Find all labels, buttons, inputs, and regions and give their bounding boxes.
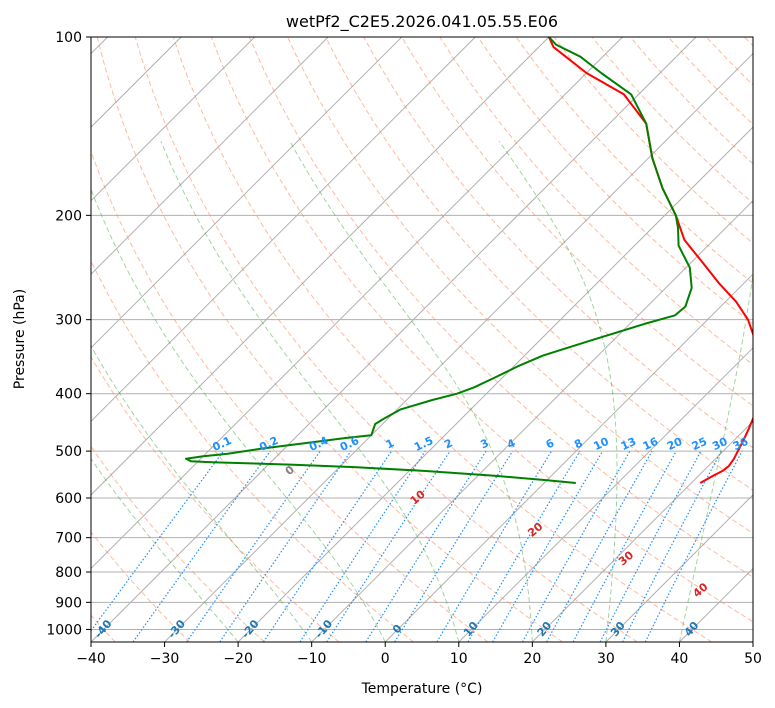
mixing-ratio-line <box>622 450 722 642</box>
temperature-profile-line <box>547 37 753 484</box>
y-tick-label: 700 <box>55 531 82 547</box>
dry-adiabat <box>91 150 489 642</box>
dry-adiabat <box>325 37 753 491</box>
isotherm-line <box>384 273 753 642</box>
x-tick-label: 40 <box>671 651 689 667</box>
dry-adiabat <box>96 37 563 642</box>
chart-title: wetPf2_C2E5.2026.041.05.55.E06 <box>286 12 558 32</box>
mixing-ratio-line <box>132 450 271 642</box>
mixing-ratio-label: 36 <box>731 435 751 453</box>
isotherm-line <box>91 37 623 570</box>
y-tick-label: 600 <box>55 491 82 507</box>
mixing-ratio-label: 30 <box>710 435 730 453</box>
mixing-ratio-line <box>644 450 743 642</box>
mixing-ratio-label: 16 <box>641 435 661 453</box>
x-tick-label: 0 <box>381 651 390 667</box>
mixing-ratio-label: 10 <box>592 435 612 453</box>
isobar-lines <box>91 37 753 630</box>
y-axis-ticks: 100 200 300 400 500 600 700 800 900 1000 <box>46 30 91 638</box>
isotherm-line <box>91 37 697 642</box>
mixing-ratio-label: 13 <box>619 435 638 453</box>
mixing-ratio-line <box>599 450 702 642</box>
y-axis-label: Pressure (hPa) <box>12 289 28 389</box>
y-tick-label: 900 <box>55 595 82 611</box>
mixing-ratio-line <box>572 450 677 642</box>
mixing-ratio-lines <box>91 450 743 642</box>
x-axis-label: Temperature (°C) <box>361 681 483 697</box>
x-tick-label: −30 <box>150 651 180 667</box>
isotherm-lines <box>91 37 753 642</box>
dry-adiabat <box>210 37 753 623</box>
dewpoint-profile-line <box>185 37 693 484</box>
mixing-ratio-label: 20 <box>665 435 685 453</box>
mixing-ratio-line <box>299 450 426 642</box>
x-tick-label: 50 <box>744 651 762 667</box>
x-tick-label: 20 <box>523 651 541 667</box>
dry-adiabat <box>515 37 753 284</box>
moist-adiabat <box>91 457 239 642</box>
x-tick-label: 10 <box>450 651 468 667</box>
mixing-ratio-line <box>326 450 451 642</box>
dry-adiabat <box>91 356 340 642</box>
mixing-ratio-label: 25 <box>690 435 709 453</box>
dry-adiabat <box>134 37 638 642</box>
dry-adiabat-lines <box>91 37 753 642</box>
moist-adiabat <box>91 188 386 642</box>
moist-adiabat <box>160 141 460 642</box>
moist-adiabat-lines <box>91 141 753 642</box>
moist-adiabat <box>91 345 313 642</box>
mixing-ratio-line <box>521 450 631 642</box>
mixing-ratio-line <box>436 450 553 642</box>
moist-adiabat <box>498 141 618 642</box>
dry-adiabat <box>91 445 265 642</box>
mixing-ratio-line <box>546 450 653 642</box>
mixing-ratio-line <box>262 450 392 642</box>
dry-adiabat <box>91 259 414 642</box>
y-tick-label: 800 <box>55 565 82 581</box>
y-tick-label: 200 <box>55 208 82 224</box>
isotherm-line <box>91 37 329 275</box>
plot-frame <box>90 36 754 643</box>
dry-adiabat <box>439 37 753 366</box>
isotherm-line <box>605 494 753 642</box>
mixing-ratio-line <box>394 450 514 642</box>
sounding-profiles <box>185 37 753 484</box>
mixing-ratio-line <box>219 450 352 642</box>
isotherm-line <box>458 347 753 642</box>
y-tick-label: 500 <box>55 444 82 460</box>
moist-adiabat <box>678 270 753 642</box>
dry-adiabat <box>172 37 713 642</box>
dry-adiabat <box>91 531 191 642</box>
y-tick-label: 100 <box>55 30 82 46</box>
mixing-ratio-line <box>91 450 224 632</box>
moist-adiabat <box>289 141 533 642</box>
x-tick-label: 30 <box>597 651 615 667</box>
isotherm-line <box>237 126 753 642</box>
isotherm-line <box>531 420 753 642</box>
dry-adiabat <box>248 37 753 578</box>
y-tick-label: 400 <box>55 387 82 403</box>
y-tick-label: 1000 <box>46 622 82 638</box>
isotherm-line <box>91 37 403 349</box>
dry-adiabat <box>401 37 753 407</box>
isotherm-line <box>91 37 476 423</box>
x-tick-label: −40 <box>76 651 106 667</box>
y-tick-label: 300 <box>55 313 82 329</box>
x-axis-ticks: −40 −30 −20 −10 0 10 20 30 40 50 <box>76 642 762 667</box>
isotherm-line <box>91 37 256 202</box>
isotherm-line <box>164 52 753 642</box>
mixing-ratio-line <box>365 450 487 642</box>
mixing-ratio-line <box>186 450 321 642</box>
x-tick-label: −20 <box>223 651 253 667</box>
x-tick-label: −10 <box>297 651 327 667</box>
isotherm-line <box>91 37 550 496</box>
